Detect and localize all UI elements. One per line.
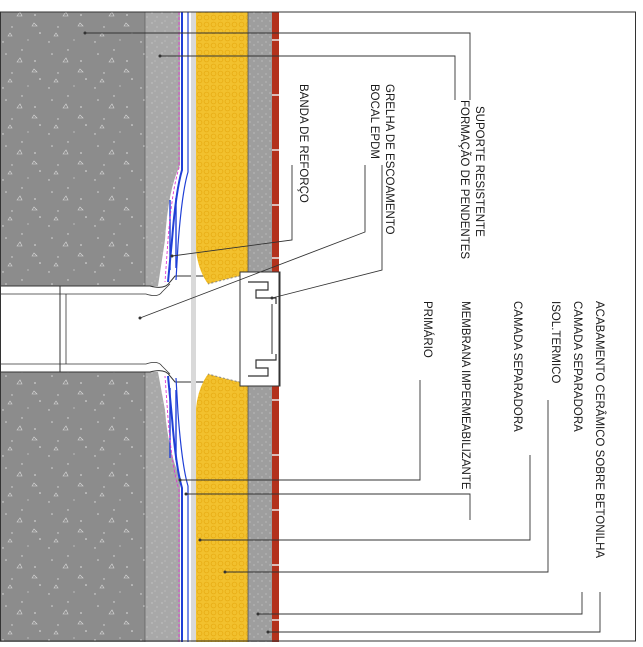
label-bocal: BOCAL EPDM [368,84,380,159]
label-camada-sep-2: CAMADA SEPARADORA [511,301,523,432]
label-isol: ISOL.TERMICO [549,301,561,383]
label-suporte: SUPORTE RESISTENTE [473,106,485,237]
waterproof-membrane [167,12,189,642]
primer-layer [164,12,180,642]
concrete-support [0,12,145,642]
drain-pipe [0,275,241,383]
label-membrana: MEMBRANA IMPERMEABILIZANTE [459,301,471,490]
label-primario: PRIMÁRIO [421,301,434,358]
ceramic-tiles [272,12,279,642]
thermal-insulation [196,12,249,642]
label-banda: BANDA DE REFORÇO [297,84,309,203]
separating-layer [191,12,196,642]
label-formacao: FORMAÇÃO DE PENDENTES [458,100,471,259]
drain-grate [239,271,281,387]
label-camada-sep-1: CAMADA SEPARADORA [571,301,583,432]
leader-dots [83,31,274,634]
leader-lines [85,32,601,633]
slope-screed [144,12,180,642]
label-grelha: GRELHA DE ESCOAMENTO [383,84,395,235]
drawing-frame [0,11,636,642]
label-acabamento: ACABAMENTO CERÂMICO SOBRE BETONILHA [593,301,606,558]
